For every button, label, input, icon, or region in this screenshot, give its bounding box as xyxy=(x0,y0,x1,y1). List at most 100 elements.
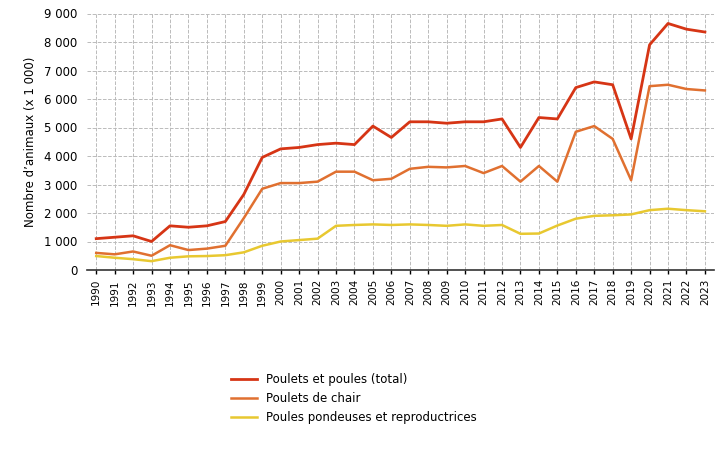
Poulets et poules (total) xyxy=(221,219,230,224)
Poules pondeuses et reproductrices xyxy=(590,213,599,219)
Poulets et poules (total) xyxy=(645,42,654,48)
Poulets et poules (total) xyxy=(534,115,543,120)
Poulets de chair xyxy=(497,163,506,169)
Poulets et poules (total) xyxy=(627,136,636,142)
Poulets de chair xyxy=(442,165,451,170)
Poulets de chair xyxy=(424,164,433,170)
Poulets de chair xyxy=(387,176,396,181)
Poulets de chair xyxy=(608,136,617,142)
Poules pondeuses et reproductrices xyxy=(239,250,248,255)
Poulets et poules (total) xyxy=(479,119,488,125)
Poules pondeuses et reproductrices xyxy=(571,216,580,221)
Poules pondeuses et reproductrices xyxy=(92,253,101,259)
Poulets de chair xyxy=(202,246,211,251)
Poulets et poules (total) xyxy=(147,239,156,244)
Line: Poulets de chair: Poulets de chair xyxy=(96,85,705,256)
Poulets et poules (total) xyxy=(239,192,248,197)
Poules pondeuses et reproductrices xyxy=(479,223,488,229)
Poulets de chair xyxy=(368,178,377,183)
Poulets et poules (total) xyxy=(442,121,451,126)
Poulets de chair xyxy=(295,180,304,186)
Poules pondeuses et reproductrices xyxy=(516,231,525,237)
Poulets et poules (total) xyxy=(405,119,414,125)
Poules pondeuses et reproductrices xyxy=(350,222,359,228)
Poules pondeuses et reproductrices xyxy=(405,222,414,227)
Poulets de chair xyxy=(645,83,654,89)
Poules pondeuses et reproductrices xyxy=(553,223,562,228)
Poules pondeuses et reproductrices xyxy=(221,252,230,258)
Poulets et poules (total) xyxy=(184,225,193,230)
Poulets et poules (total) xyxy=(497,116,506,122)
Poules pondeuses et reproductrices xyxy=(368,222,377,227)
Poules pondeuses et reproductrices xyxy=(313,236,322,241)
Line: Poulets et poules (total): Poulets et poules (total) xyxy=(96,23,705,242)
Poulets et poules (total) xyxy=(258,155,267,160)
Y-axis label: Nombre d’animaux (x 1 000): Nombre d’animaux (x 1 000) xyxy=(24,57,37,227)
Poules pondeuses et reproductrices xyxy=(184,254,193,259)
Poulets de chair xyxy=(350,169,359,175)
Poulets de chair xyxy=(165,243,174,248)
Legend: Poulets et poules (total), Poulets de chair, Poules pondeuses et reproductrices: Poulets et poules (total), Poulets de ch… xyxy=(231,374,477,424)
Poulets et poules (total) xyxy=(516,145,525,150)
Poulets et poules (total) xyxy=(331,140,340,146)
Poulets et poules (total) xyxy=(553,116,562,122)
Poulets de chair xyxy=(534,163,543,169)
Poules pondeuses et reproductrices xyxy=(424,222,433,228)
Poulets et poules (total) xyxy=(590,79,599,85)
Poules pondeuses et reproductrices xyxy=(331,223,340,229)
Poules pondeuses et reproductrices xyxy=(110,255,119,261)
Poulets et poules (total) xyxy=(368,123,377,129)
Poulets de chair xyxy=(184,248,193,253)
Poulets de chair xyxy=(239,216,248,221)
Poules pondeuses et reproductrices xyxy=(682,207,691,213)
Poulets et poules (total) xyxy=(663,21,672,26)
Poulets de chair xyxy=(331,169,340,175)
Poules pondeuses et reproductrices xyxy=(645,207,654,213)
Poulets de chair xyxy=(682,86,691,92)
Poules pondeuses et reproductrices xyxy=(461,222,470,227)
Poulets et poules (total) xyxy=(700,29,709,35)
Poules pondeuses et reproductrices xyxy=(202,253,211,259)
Poulets et poules (total) xyxy=(295,145,304,150)
Poules pondeuses et reproductrices xyxy=(387,222,396,228)
Poulets et poules (total) xyxy=(313,142,322,147)
Poules pondeuses et reproductrices xyxy=(663,206,672,211)
Poulets de chair xyxy=(276,180,285,186)
Poulets et poules (total) xyxy=(350,142,359,147)
Poulets de chair xyxy=(663,82,672,87)
Poules pondeuses et reproductrices xyxy=(276,239,285,244)
Poulets et poules (total) xyxy=(571,85,580,90)
Poules pondeuses et reproductrices xyxy=(627,212,636,217)
Poulets de chair xyxy=(258,186,267,192)
Poulets et poules (total) xyxy=(424,119,433,125)
Poules pondeuses et reproductrices xyxy=(147,258,156,264)
Poules pondeuses et reproductrices xyxy=(608,212,617,218)
Poulets de chair xyxy=(700,88,709,93)
Poulets et poules (total) xyxy=(461,119,470,125)
Poulets de chair xyxy=(461,163,470,169)
Poulets de chair xyxy=(571,129,580,135)
Poulets et poules (total) xyxy=(202,223,211,229)
Poulets de chair xyxy=(479,171,488,176)
Poules pondeuses et reproductrices xyxy=(295,238,304,243)
Poulets de chair xyxy=(129,249,138,254)
Poulets de chair xyxy=(553,179,562,184)
Poulets de chair xyxy=(147,253,156,258)
Poules pondeuses et reproductrices xyxy=(129,256,138,262)
Poules pondeuses et reproductrices xyxy=(534,231,543,236)
Poulets et poules (total) xyxy=(682,27,691,32)
Poules pondeuses et reproductrices xyxy=(700,209,709,214)
Poulets de chair xyxy=(221,243,230,248)
Poulets et poules (total) xyxy=(165,223,174,229)
Poulets de chair xyxy=(516,179,525,184)
Poules pondeuses et reproductrices xyxy=(442,223,451,229)
Poulets et poules (total) xyxy=(387,135,396,140)
Poulets et poules (total) xyxy=(110,234,119,240)
Line: Poules pondeuses et reproductrices: Poules pondeuses et reproductrices xyxy=(96,209,705,261)
Poulets de chair xyxy=(405,166,414,171)
Poulets et poules (total) xyxy=(276,146,285,152)
Poulets de chair xyxy=(590,123,599,129)
Poulets de chair xyxy=(110,252,119,257)
Poulets et poules (total) xyxy=(129,233,138,238)
Poules pondeuses et reproductrices xyxy=(497,222,506,228)
